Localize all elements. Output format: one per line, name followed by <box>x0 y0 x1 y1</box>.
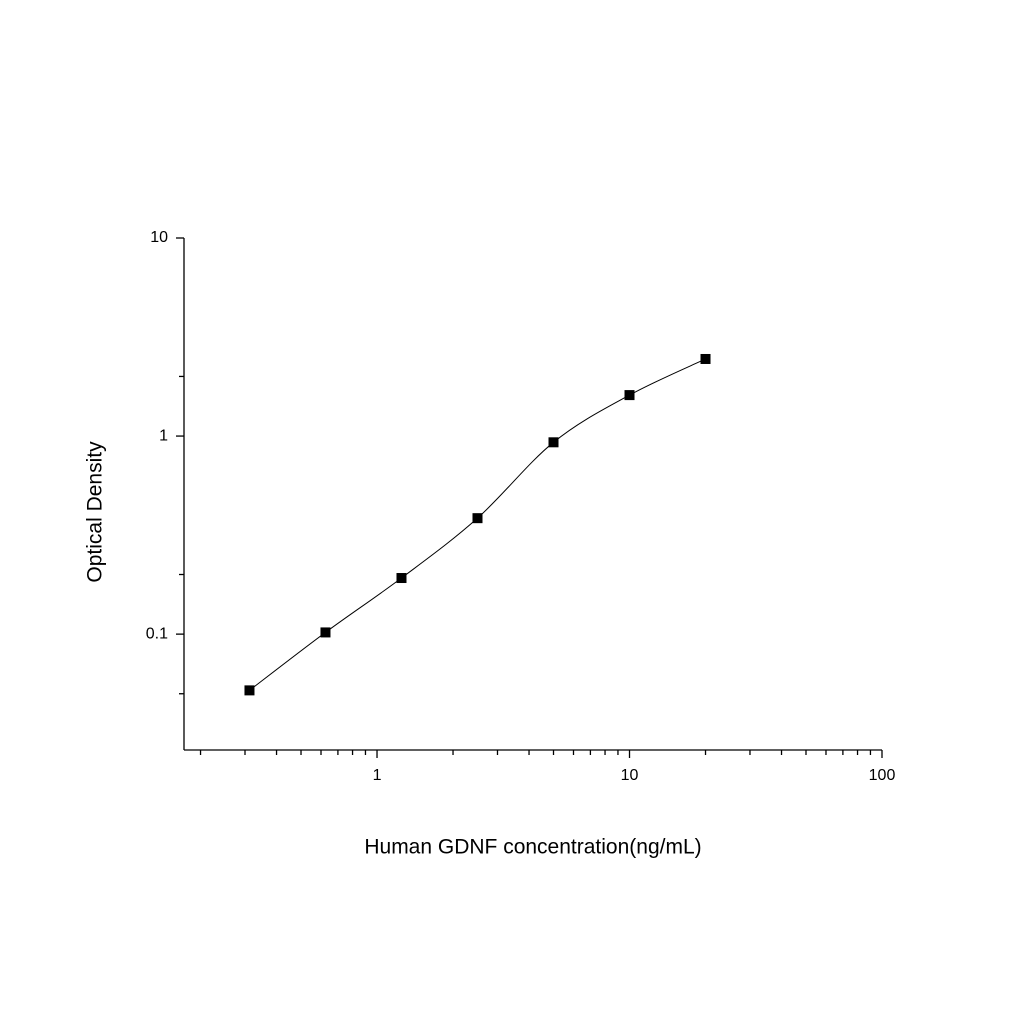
x-tick-label: 100 <box>869 767 896 784</box>
x-axis-title: Human GDNF concentration(ng/mL) <box>364 836 701 859</box>
y-tick-label: 10 <box>150 229 168 246</box>
data-point <box>396 573 407 584</box>
data-point <box>548 437 559 448</box>
data-point <box>320 627 331 638</box>
data-point <box>472 513 483 524</box>
y-tick-label: 1 <box>159 427 168 444</box>
data-point <box>624 390 635 401</box>
y-axis-title: Optical Density <box>84 441 107 583</box>
x-tick-label: 1 <box>373 767 382 784</box>
data-point <box>700 353 711 364</box>
y-tick-label: 0.1 <box>146 625 168 642</box>
data-point <box>244 685 255 696</box>
x-tick-label: 10 <box>621 767 639 784</box>
